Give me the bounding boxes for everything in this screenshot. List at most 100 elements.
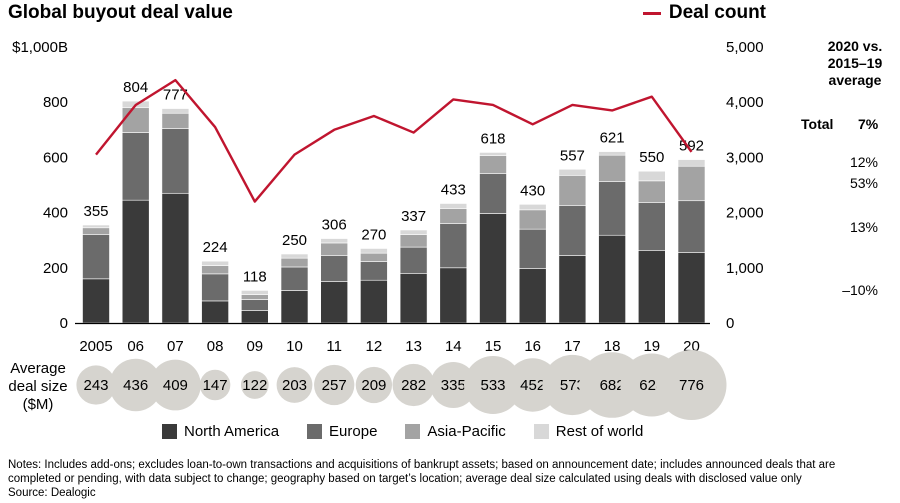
- legend-label-north-america: North America: [184, 423, 280, 440]
- legend-swatch-north-america: [162, 424, 177, 439]
- x-axis-tick-label: 19: [643, 338, 660, 355]
- bar-segment-north-america: [241, 310, 269, 324]
- legend-item-europe: Europe: [307, 423, 377, 440]
- bar-segment-north-america: [201, 300, 229, 324]
- avg-deal-size-label: 243: [83, 377, 108, 394]
- left-axis-tick-label: 0: [60, 315, 68, 332]
- bar-total-label: 118: [243, 268, 267, 285]
- avg-deal-size-bubble: [463, 355, 523, 415]
- legend-item-asia-pacific: Asia-Pacific: [405, 423, 506, 440]
- bar-segment-north-america: [161, 192, 190, 324]
- right-axis-tick-label: 4,000: [726, 94, 764, 111]
- bar-segment-north-america: [121, 199, 150, 324]
- deal-count-swatch: [642, 11, 661, 15]
- legend-label-europe: Europe: [329, 423, 378, 440]
- comparison-heading: 2020 vs. 2015–19 average: [812, 38, 898, 89]
- avg-deal-size-label: 573: [560, 377, 585, 394]
- avg-deal-size-label: 282: [401, 377, 426, 394]
- legend-swatch-rest-of-world: [533, 424, 549, 439]
- bar-segment-europe: [677, 200, 706, 253]
- avg-deal-size-bubble: [199, 369, 231, 401]
- avg-deal-size-label: Average deal size ($M): [8, 360, 68, 414]
- avg-deal-size-label: 682: [600, 377, 625, 394]
- x-axis-tick-label: 2005: [79, 338, 112, 355]
- x-axis-tick-label: 14: [445, 338, 462, 355]
- notes: Notes: Includes add-ons; excludes loan-t…: [8, 458, 896, 500]
- avg-deal-size-bubble: [240, 371, 269, 399]
- x-axis-tick-label: 13: [405, 338, 422, 355]
- notes-line1: Notes: Includes add-ons; excludes loan-t…: [8, 459, 836, 471]
- bar-segment-europe: [439, 223, 468, 269]
- bar-segment-europe: [241, 299, 269, 311]
- avg-deal-size-label: 203: [282, 377, 307, 394]
- comparison-value-north-america: –10%: [842, 282, 878, 298]
- x-axis-tick-label: 08: [207, 338, 224, 355]
- comparison-value-rest-of-world: 12%: [849, 154, 878, 170]
- bar-segment-europe: [280, 266, 309, 291]
- avg-deal-size-label: 335: [441, 377, 466, 394]
- avg-deal-size-label: 122: [242, 377, 267, 394]
- bar-total-label: 618: [480, 130, 505, 147]
- bar-segment-asia-pacific: [121, 107, 150, 133]
- legend-swatch-asia-pacific: [405, 424, 421, 439]
- avg-deal-size-bubble: [355, 366, 393, 404]
- bar-total-label: 355: [83, 203, 108, 220]
- comparison-value-europe: 13%: [849, 219, 878, 235]
- bar-total-label: 270: [361, 226, 386, 243]
- deal-count-legend-label: Deal count: [668, 2, 766, 23]
- bar-segment-asia-pacific: [399, 234, 428, 248]
- avg-deal-size-bubble: [656, 350, 727, 420]
- bar-segment-europe: [82, 234, 110, 280]
- bar-segment-north-america: [558, 255, 587, 324]
- comparison-heading-line3: average: [828, 72, 882, 88]
- avg-deal-size-label: 452: [520, 377, 545, 394]
- deal-count-legend: Deal count: [642, 2, 766, 24]
- avg-deal-size-bubble: [314, 364, 355, 406]
- avg-deal-size-bubble: [276, 367, 313, 403]
- bar-segment-asia-pacific: [241, 294, 269, 300]
- avg-deal-size-bubble: [149, 359, 201, 411]
- bar-segment-europe: [121, 132, 150, 201]
- x-axis-tick-label: 15: [485, 338, 502, 355]
- x-axis-tick-label: 11: [326, 338, 342, 355]
- bar-segment-europe: [479, 173, 507, 214]
- legend-label-asia-pacific: Asia-Pacific: [427, 423, 506, 440]
- bar-segment-north-america: [320, 281, 349, 324]
- notes-line2: completed or pending, with data subject …: [8, 473, 802, 485]
- bar-segment-europe: [360, 261, 388, 281]
- bar-segment-rest-of-world: [161, 108, 190, 114]
- left-axis-tick-label: $1,000B: [12, 39, 68, 56]
- bar-segment-north-america: [598, 234, 626, 324]
- right-axis-tick-label: 0: [726, 315, 734, 332]
- x-axis-tick-label: 10: [286, 338, 303, 355]
- comparison-heading-line2: 2015–19: [827, 55, 883, 71]
- avg-deal-size-label: 533: [480, 377, 505, 394]
- bar-segment-rest-of-world: [280, 253, 309, 259]
- bar-segment-asia-pacific: [677, 165, 706, 202]
- bar-total-label: 777: [163, 87, 188, 104]
- avg-deal-size-bubble: [430, 362, 477, 408]
- bar-segment-rest-of-world: [320, 238, 349, 244]
- legend-label-rest-of-world: Rest of world: [555, 423, 644, 440]
- bar-segment-europe: [161, 128, 190, 194]
- right-axis-tick-label: 2,000: [726, 205, 764, 222]
- bar-total-label: 433: [441, 181, 466, 198]
- bar-segment-asia-pacific: [320, 242, 349, 256]
- bar-segment-asia-pacific: [161, 112, 190, 129]
- comparison-total-value: 7%: [858, 116, 879, 132]
- bar-segment-north-america: [439, 267, 468, 324]
- bar-segment-rest-of-world: [558, 168, 587, 176]
- x-axis-tick-label: 16: [524, 338, 541, 355]
- bar-segment-rest-of-world: [241, 290, 269, 295]
- comparison-heading-line1: 2020 vs.: [827, 38, 883, 54]
- bar-segment-asia-pacific: [280, 257, 309, 268]
- bar-segment-rest-of-world: [82, 224, 110, 229]
- notes-source: Source: Dealogic: [8, 487, 96, 499]
- x-axis-tick-label: 09: [246, 338, 263, 355]
- legend-item-north-america: North America: [162, 423, 279, 440]
- bar-segment-rest-of-world: [201, 260, 229, 266]
- x-axis-tick-label: 17: [564, 338, 581, 355]
- bar-segment-asia-pacific: [518, 209, 547, 230]
- bar-segment-asia-pacific: [439, 208, 468, 224]
- bar-segment-asia-pacific: [360, 252, 388, 262]
